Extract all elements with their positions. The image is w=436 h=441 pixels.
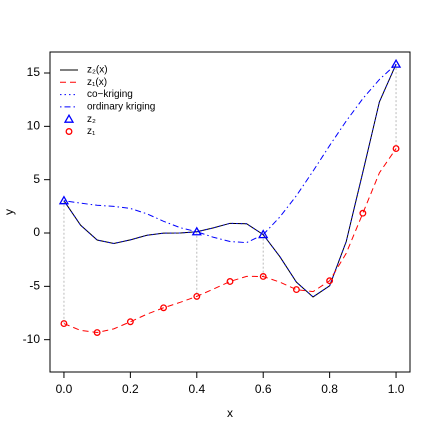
point <box>60 320 68 328</box>
x-tick-label: 0.0 <box>56 382 73 396</box>
point <box>58 195 70 205</box>
x-tick-label: 0.6 <box>255 382 272 396</box>
x-tick-label: 0.2 <box>122 382 139 396</box>
y-axis-title: y <box>2 209 16 215</box>
point <box>390 58 402 68</box>
point <box>392 145 400 153</box>
point <box>193 292 201 300</box>
y-tick-label: 15 <box>27 65 41 79</box>
legend-label: z₁(x) <box>87 77 107 88</box>
series-line <box>63 148 397 334</box>
x-tick-label: 0.8 <box>321 382 338 396</box>
point <box>359 209 367 217</box>
y-tick-label: 0 <box>33 225 40 239</box>
legend-label: co−kriging <box>87 89 133 100</box>
series-line <box>63 63 397 244</box>
point <box>258 229 269 239</box>
point <box>160 304 168 312</box>
point <box>292 286 300 294</box>
series-line <box>63 63 397 298</box>
y-tick-label: -10 <box>23 332 41 346</box>
x-axis-title: x <box>227 406 233 420</box>
legend-label: z₂(x) <box>87 65 108 76</box>
legend-swatch <box>63 113 75 123</box>
legend-label: z₂ <box>87 114 96 125</box>
y-tick-label: 5 <box>33 172 40 186</box>
plot-frame <box>49 51 411 373</box>
legend-swatch <box>65 128 73 135</box>
y-tick-label: 10 <box>27 119 41 133</box>
y-tick-label: -5 <box>29 279 40 293</box>
legend-label: ordinary kriging <box>87 102 155 113</box>
x-tick-label: 1.0 <box>388 382 405 396</box>
x-tick-label: 0.4 <box>188 382 205 396</box>
point <box>191 226 202 236</box>
point <box>326 277 334 285</box>
point <box>126 318 134 326</box>
legend-label: z₁ <box>87 126 96 137</box>
point <box>93 329 101 336</box>
point <box>259 273 267 280</box>
point <box>226 278 234 285</box>
